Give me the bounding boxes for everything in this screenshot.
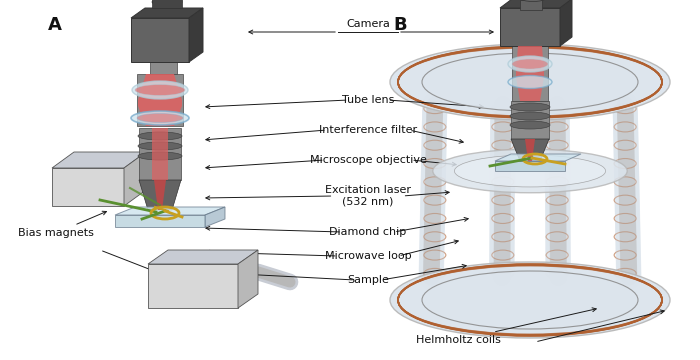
Text: Microscope objective: Microscope objective — [309, 155, 426, 165]
Polygon shape — [131, 18, 189, 62]
Polygon shape — [139, 128, 181, 180]
Text: Microwave loop: Microwave loop — [325, 251, 412, 261]
Ellipse shape — [131, 111, 189, 125]
Ellipse shape — [422, 53, 638, 111]
Ellipse shape — [422, 271, 638, 329]
Ellipse shape — [390, 262, 670, 338]
Polygon shape — [124, 152, 146, 206]
Text: Interference filter: Interference filter — [319, 125, 417, 135]
Ellipse shape — [138, 142, 182, 150]
Ellipse shape — [520, 0, 546, 1]
Ellipse shape — [454, 155, 606, 187]
Ellipse shape — [152, 0, 182, 6]
Polygon shape — [148, 250, 258, 264]
Text: B: B — [393, 16, 407, 34]
Polygon shape — [152, 128, 168, 180]
Text: Camera: Camera — [346, 19, 390, 29]
Text: Tube lens: Tube lens — [342, 95, 394, 105]
Text: Diamond chip: Diamond chip — [330, 227, 407, 237]
Text: A: A — [48, 16, 62, 34]
Polygon shape — [115, 215, 205, 227]
Text: Bias magnets: Bias magnets — [18, 211, 106, 238]
Polygon shape — [52, 152, 146, 168]
Ellipse shape — [390, 44, 670, 120]
Polygon shape — [115, 207, 225, 215]
Polygon shape — [137, 74, 183, 126]
Ellipse shape — [510, 112, 550, 120]
Polygon shape — [131, 8, 203, 18]
Text: Excitation laser
(532 nm): Excitation laser (532 nm) — [325, 185, 411, 207]
Ellipse shape — [508, 56, 552, 72]
Polygon shape — [511, 101, 549, 139]
Polygon shape — [516, 46, 544, 101]
Polygon shape — [238, 250, 258, 308]
Ellipse shape — [138, 152, 182, 160]
Ellipse shape — [135, 85, 185, 95]
Polygon shape — [525, 139, 535, 161]
Polygon shape — [138, 74, 182, 126]
Polygon shape — [500, 0, 572, 8]
Ellipse shape — [433, 149, 627, 193]
Polygon shape — [189, 8, 203, 62]
Bar — [152, 0, 182, 8]
Ellipse shape — [137, 113, 183, 122]
Ellipse shape — [510, 103, 550, 111]
Ellipse shape — [512, 59, 548, 69]
Polygon shape — [560, 0, 572, 46]
Polygon shape — [154, 180, 166, 210]
Bar — [520, 0, 542, 10]
Polygon shape — [495, 161, 565, 171]
Text: Sample: Sample — [347, 275, 389, 285]
Polygon shape — [52, 168, 124, 206]
Ellipse shape — [138, 132, 182, 140]
Polygon shape — [148, 264, 238, 308]
Polygon shape — [512, 46, 548, 101]
Ellipse shape — [132, 81, 188, 99]
Polygon shape — [511, 139, 549, 161]
Ellipse shape — [508, 76, 552, 89]
Ellipse shape — [510, 121, 550, 129]
Polygon shape — [150, 62, 177, 74]
Polygon shape — [495, 154, 581, 161]
Polygon shape — [205, 207, 225, 227]
Polygon shape — [139, 180, 181, 210]
Text: Helmholtz coils: Helmholtz coils — [416, 308, 596, 345]
Polygon shape — [500, 8, 560, 46]
